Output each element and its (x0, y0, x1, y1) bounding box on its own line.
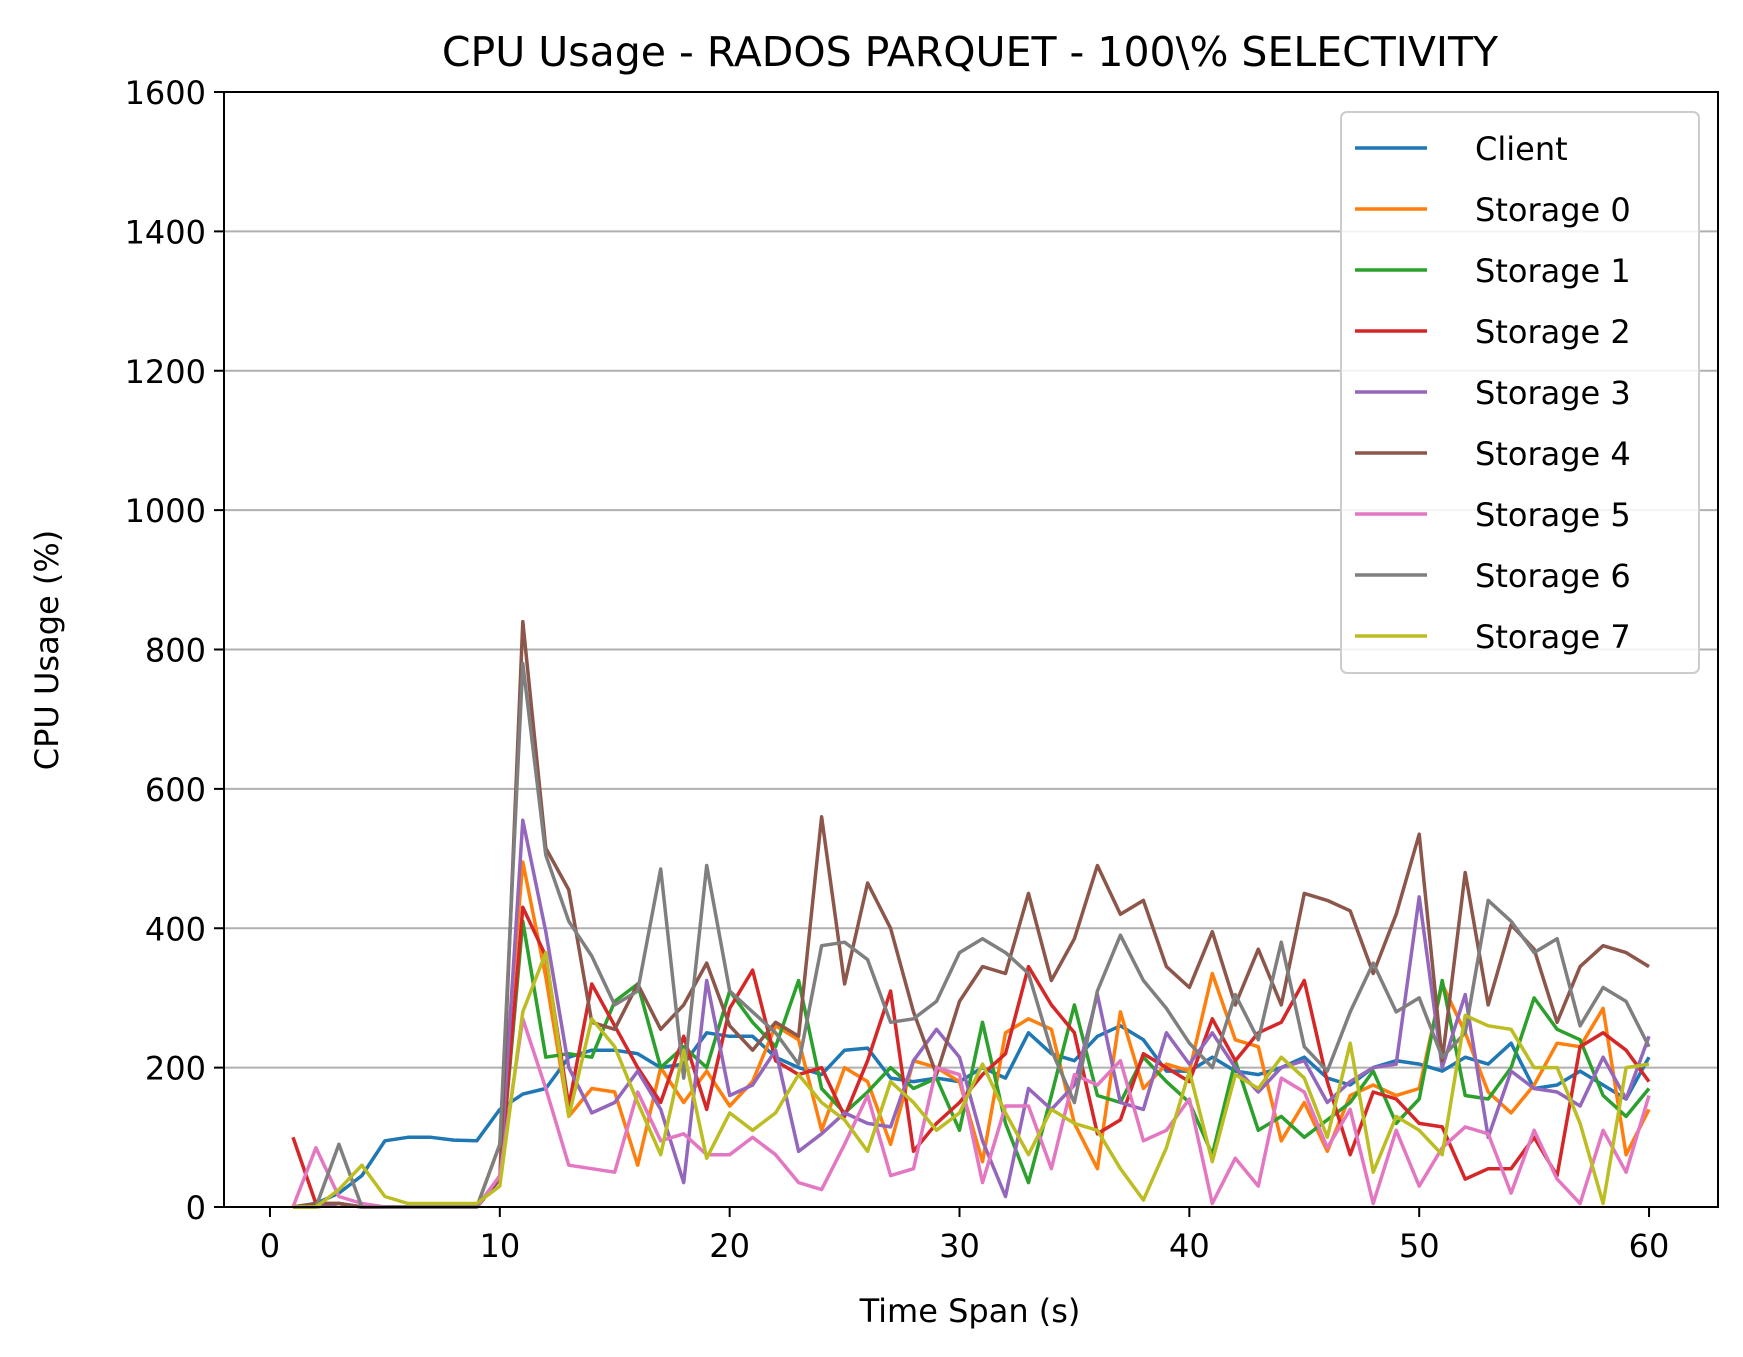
series-line-2 (293, 919, 1651, 1209)
series-lines (291, 619, 1651, 1209)
legend-label: Storage 4 (1475, 435, 1631, 473)
x-tick-label: 40 (1169, 1227, 1210, 1265)
legend-label: Storage 1 (1475, 252, 1631, 290)
legend-label: Client (1475, 130, 1568, 168)
gridlines (224, 230, 1718, 1069)
x-tick-label: 50 (1399, 1227, 1440, 1265)
y-tick-label: 1400 (125, 213, 206, 251)
x-tick-label: 60 (1629, 1227, 1670, 1265)
legend-label: Storage 5 (1475, 496, 1631, 534)
y-tick-label: 800 (145, 632, 206, 670)
x-tick-label: 30 (939, 1227, 980, 1265)
series-line-4 (293, 818, 1651, 1209)
x-tick-label: 10 (479, 1227, 520, 1265)
x-axis-ticks: 0 10 20 30 40 50 60 (260, 1207, 1670, 1265)
legend: Client Storage 0 Storage 1 Storage 2 Storage… (1340, 111, 1700, 674)
legend-box (1340, 111, 1700, 674)
chart-title: CPU Usage - RADOS PARQUET - 100\% SELECT… (442, 28, 1499, 76)
y-tick-label: 1600 (125, 74, 206, 112)
y-tick-label: 600 (145, 771, 206, 809)
y-tick-label: 0 (186, 1189, 206, 1227)
legend-label: Storage 7 (1475, 618, 1631, 656)
y-axis-ticks: 0 200 400 600 800 1000 1200 1400 1600 (125, 74, 224, 1227)
y-tick-label: 200 (145, 1050, 206, 1088)
series-line-8 (293, 950, 1650, 1209)
y-tick-label: 1000 (125, 492, 206, 530)
y-tick-label: 1200 (125, 353, 206, 391)
x-axis-label: Time Span (s) (859, 1292, 1081, 1330)
y-tick-label: 400 (145, 910, 206, 948)
legend-label: Storage 6 (1475, 557, 1631, 595)
x-tick-label: 20 (709, 1227, 750, 1265)
legend-label: Storage 3 (1475, 374, 1631, 412)
y-axis-label: CPU Usage (%) (28, 530, 66, 770)
legend-label: Storage 2 (1475, 313, 1631, 351)
x-tick-label: 0 (260, 1227, 280, 1265)
legend-label: Storage 0 (1475, 191, 1631, 229)
series-line-7 (293, 661, 1651, 1209)
